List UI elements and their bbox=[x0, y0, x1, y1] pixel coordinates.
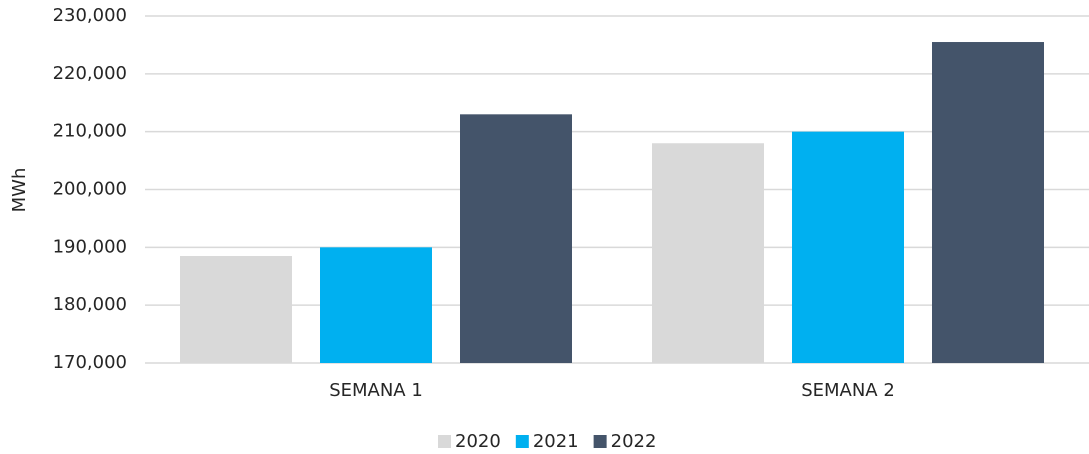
legend-swatch bbox=[515, 435, 529, 448]
bar bbox=[180, 256, 292, 363]
y-tick-label: 190,000 bbox=[53, 236, 127, 257]
legend-label: 2022 bbox=[611, 431, 657, 452]
y-tick-label: 210,000 bbox=[53, 121, 127, 142]
y-tick-label: 200,000 bbox=[53, 179, 127, 200]
y-tick-label: 180,000 bbox=[53, 294, 127, 315]
y-tick-label: 220,000 bbox=[53, 63, 127, 84]
bar bbox=[932, 42, 1044, 364]
y-tick-label: 170,000 bbox=[53, 352, 127, 373]
y-tick-label: 230,000 bbox=[53, 5, 127, 26]
bar bbox=[792, 131, 904, 363]
legend-label: 2021 bbox=[533, 431, 579, 452]
legend-swatch bbox=[593, 435, 607, 448]
bar bbox=[320, 247, 432, 363]
legend-swatch bbox=[438, 435, 451, 448]
bar bbox=[460, 114, 572, 363]
legend-label: 2020 bbox=[455, 431, 501, 452]
y-axis-label: MWh bbox=[9, 168, 30, 213]
x-tick-label: SEMANA 1 bbox=[329, 380, 423, 401]
x-tick-label: SEMANA 2 bbox=[801, 380, 895, 401]
bar bbox=[652, 143, 764, 363]
